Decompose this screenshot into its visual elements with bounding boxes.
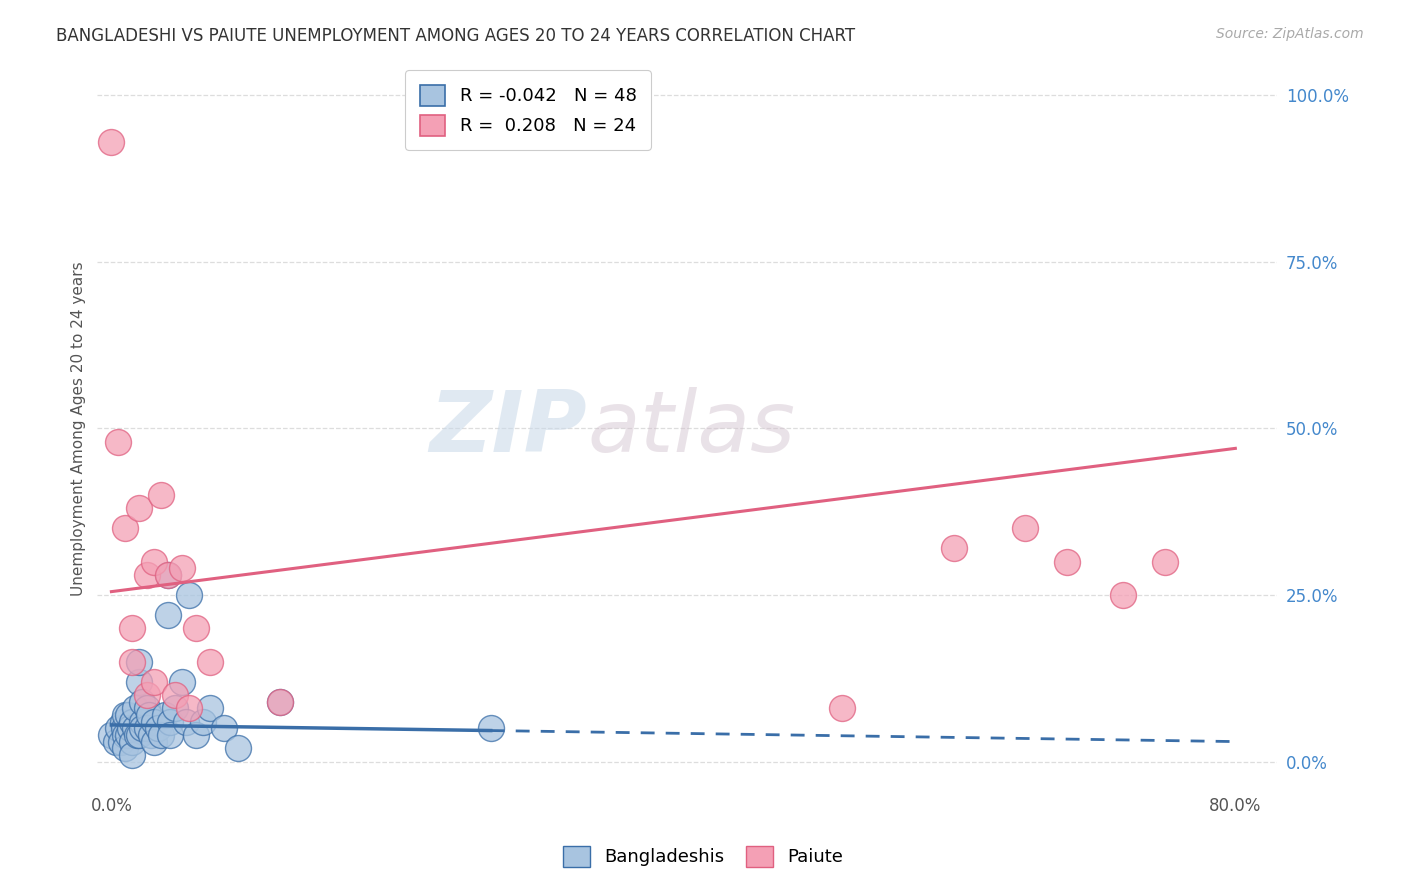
Point [142,734,165,748]
Point [163,701,186,715]
Point [198,655,221,669]
Point [104,734,127,748]
Point [124,721,146,735]
Text: ZIP: ZIP [429,387,588,470]
Point [114,728,136,742]
Point [131,695,153,709]
Point [112,721,135,735]
Point [159,728,181,742]
Point [170,561,193,575]
Point [114,521,136,535]
Point [121,655,143,669]
Point [121,747,143,762]
Point [184,728,207,742]
Point [146,721,169,735]
Point [124,701,146,715]
Point [107,434,129,449]
Point [142,555,165,569]
Point [100,135,122,149]
Point [156,568,179,582]
Point [117,707,139,722]
Point [114,707,136,722]
Point [131,714,153,729]
Point [135,568,157,582]
Y-axis label: Unemployment Among Ages 20 to 24 years: Unemployment Among Ages 20 to 24 years [72,261,86,596]
Point [135,701,157,715]
Point [177,588,200,602]
Point [174,714,197,729]
Point [269,695,291,709]
Point [831,701,853,715]
Point [110,734,132,748]
Point [191,714,214,729]
Point [212,721,235,735]
Point [111,714,134,729]
Point [149,728,172,742]
Point [1014,521,1036,535]
Point [170,674,193,689]
Point [100,728,122,742]
Point [142,714,165,729]
Point [1112,588,1135,602]
Legend: Bangladeshis, Paiute: Bangladeshis, Paiute [555,838,851,874]
Point [121,714,143,729]
Point [128,655,150,669]
Point [121,621,143,635]
Point [153,707,176,722]
Point [128,501,150,516]
Point [163,688,186,702]
Point [184,621,207,635]
Point [198,701,221,715]
Legend: R = -0.042   N = 48, R =  0.208   N = 24: R = -0.042 N = 48, R = 0.208 N = 24 [405,70,651,150]
Point [118,721,141,735]
Point [107,721,129,735]
Point [131,721,153,735]
Point [135,721,157,735]
Point [149,488,172,502]
Point [128,674,150,689]
Point [142,674,165,689]
Text: atlas: atlas [588,387,796,470]
Point [226,741,249,756]
Point [943,541,966,556]
Point [138,707,160,722]
Text: Source: ZipAtlas.com: Source: ZipAtlas.com [1216,27,1364,41]
Point [128,728,150,742]
Point [479,721,502,735]
Point [139,728,162,742]
Point [269,695,291,709]
Point [114,741,136,756]
Point [135,688,157,702]
Point [156,568,179,582]
Point [159,714,181,729]
Point [177,701,200,715]
Point [1154,555,1177,569]
Point [156,607,179,622]
Text: BANGLADESHI VS PAIUTE UNEMPLOYMENT AMONG AGES 20 TO 24 YEARS CORRELATION CHART: BANGLADESHI VS PAIUTE UNEMPLOYMENT AMONG… [56,27,855,45]
Point [121,734,143,748]
Point [125,728,148,742]
Point [117,728,139,742]
Point [1056,555,1078,569]
